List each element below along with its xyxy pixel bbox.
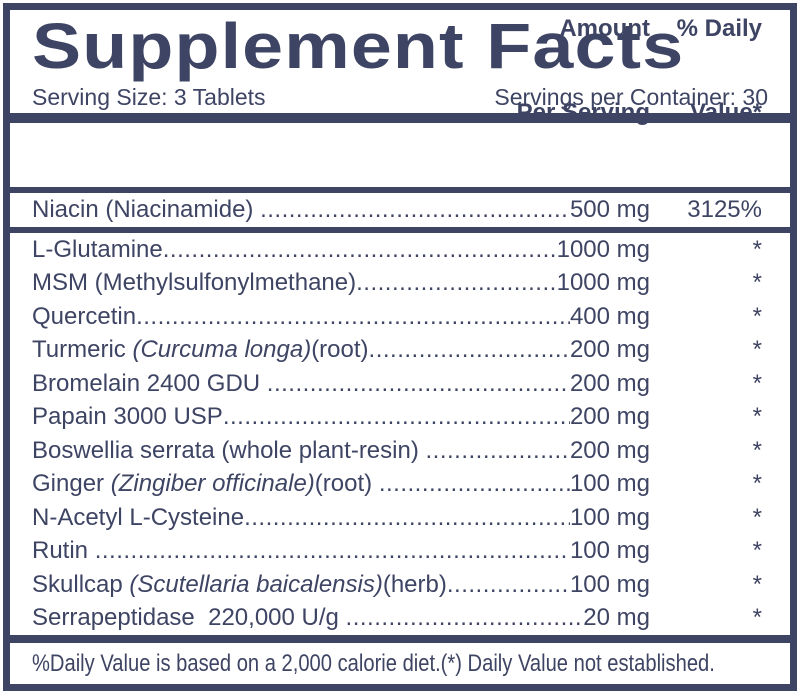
serving-size-text: Serving Size: 3 Tablets: [32, 84, 266, 110]
dot-leader: [356, 269, 556, 297]
dot-leader: [267, 370, 570, 398]
amount-value: 20 mg: [583, 604, 650, 632]
ingredient-name: MSM (Methylsulfonylmethane): [32, 269, 357, 297]
ingredient-name: Boswellia serrata (whole plant-resin): [32, 436, 426, 464]
section-divider-thick: [10, 113, 790, 123]
ingredient-name: L-Glutamine: [32, 235, 163, 263]
ingredient-row: Turmeric (Curcuma longa) (root) 200 mg *: [10, 334, 790, 368]
amount-value: 100 mg: [569, 503, 650, 531]
dot-leader: [369, 336, 570, 364]
supplement-facts-label: Supplement Facts Serving Size: 3 Tablets…: [3, 3, 797, 691]
daily-value: *: [752, 235, 762, 263]
ingredient-row: Rutin 100 mg *: [10, 535, 790, 569]
dot-leader: [260, 196, 570, 224]
daily-value: *: [752, 403, 762, 431]
ingredient-row: Boswellia serrata (whole plant-resin) 20…: [10, 434, 790, 468]
section-divider: [10, 227, 790, 233]
ingredient-name: Serrapeptidase 220,000 U/g: [32, 604, 346, 632]
amount-value: 100 mg: [569, 470, 650, 498]
ingredient-name-suffix: (root): [314, 470, 379, 498]
column-header-amount: Amount Per Serving: [516, 10, 650, 183]
daily-value-header-line2: Value*: [689, 99, 762, 126]
ingredient-row: MSM (Methylsulfonylmethane) 1000 mg *: [10, 267, 790, 301]
dot-leader: [379, 470, 570, 498]
section-divider: [10, 635, 790, 643]
ingredient-name: Skullcap: [32, 570, 130, 598]
amount-value: 100 mg: [569, 537, 650, 565]
ingredient-row: Serrapeptidase 220,000 U/g 20 mg *: [10, 602, 790, 636]
label-title: Supplement Facts: [32, 10, 685, 82]
amount-value: 400 mg: [569, 302, 650, 330]
dot-leader: [447, 571, 570, 599]
daily-value: *: [752, 269, 762, 297]
ingredient-latin-name: (Zingiber officinale): [110, 470, 315, 498]
dot-leader: [346, 604, 584, 632]
ingredient-name-suffix: (root): [311, 336, 369, 364]
daily-value: *: [752, 336, 762, 364]
ingredient-name: Quercetin: [32, 302, 137, 330]
ingredient-list-section: L-Glutamine 1000 mg * MSM (Methylsulfony…: [10, 233, 790, 635]
amount-value: 200 mg: [569, 369, 650, 397]
amount-value: 100 mg: [569, 570, 650, 598]
ingredient-name-suffix: (herb): [382, 570, 447, 598]
footnote-section: %Daily Value is based on a 2,000 calorie…: [10, 643, 790, 684]
ingredient-name: N-Acetyl L-Cysteine: [32, 503, 245, 531]
amount-header-line1: Amount: [559, 15, 650, 42]
ingredient-row: Bromelain 2400 GDU 200 mg *: [10, 367, 790, 401]
amount-value: 500 mg: [569, 196, 650, 223]
daily-value: *: [752, 302, 762, 330]
dot-leader: [244, 504, 570, 532]
column-header-row: Amount Per Serving % Daily Value*: [10, 15, 790, 187]
daily-value: *: [752, 537, 762, 565]
ingredient-name: Bromelain 2400 GDU: [32, 369, 267, 397]
daily-value: *: [752, 503, 762, 531]
ingredient-name: Turmeric: [32, 336, 133, 364]
daily-value: *: [752, 369, 762, 397]
dot-leader: [223, 403, 570, 431]
daily-value: 3125%: [687, 196, 762, 223]
ingredient-name: Niacin (Niacinamide): [32, 196, 261, 223]
ingredient-row: Ginger (Zingiber officinale) (root) 100 …: [10, 468, 790, 502]
ingredient-name: Ginger: [32, 470, 111, 498]
title-section: Supplement Facts Serving Size: 3 Tablets…: [10, 10, 790, 113]
daily-value: *: [752, 436, 762, 464]
ingredient-row: N-Acetyl L-Cysteine 100 mg *: [10, 501, 790, 535]
amount-header-line2: Per Serving: [516, 99, 650, 126]
ingredient-row: Niacin (Niacinamide) 500 mg 3125%: [10, 193, 790, 227]
ingredient-row: L-Glutamine 1000 mg *: [10, 233, 790, 267]
amount-value: 1000 mg: [556, 269, 650, 297]
amount-value: 1000 mg: [556, 235, 650, 263]
ingredient-row: Papain 3000 USP 200 mg *: [10, 401, 790, 435]
amount-value: 200 mg: [569, 436, 650, 464]
amount-value: 200 mg: [569, 403, 650, 431]
servings-per-container-text: Servings per Container: 30: [494, 84, 768, 110]
featured-ingredient-section: Niacin (Niacinamide) 500 mg 3125%: [10, 193, 790, 227]
daily-value: *: [752, 470, 762, 498]
ingredient-name: Rutin: [32, 537, 95, 565]
dot-leader: [426, 437, 570, 465]
ingredient-row: Skullcap (Scutellaria baicalensis) (herb…: [10, 568, 790, 602]
daily-value-header-line1: % Daily: [676, 15, 762, 42]
ingredient-row: Quercetin 400 mg *: [10, 300, 790, 334]
section-divider: [10, 187, 790, 193]
column-header-daily-value: % Daily Value*: [650, 10, 768, 183]
ingredient-latin-name: (Scutellaria baicalensis): [129, 570, 383, 598]
daily-value: *: [752, 570, 762, 598]
dot-leader: [95, 537, 570, 565]
daily-value: *: [752, 604, 762, 632]
dot-leader: [163, 236, 557, 264]
footnote-text: %Daily Value is based on a 2,000 calorie…: [32, 649, 715, 677]
ingredient-name: Papain 3000 USP: [32, 403, 223, 431]
amount-value: 200 mg: [569, 336, 650, 364]
dot-leader: [136, 303, 570, 331]
serving-info-row: Serving Size: 3 Tablets Servings per Con…: [32, 84, 768, 110]
ingredient-latin-name: (Curcuma longa): [132, 336, 312, 364]
